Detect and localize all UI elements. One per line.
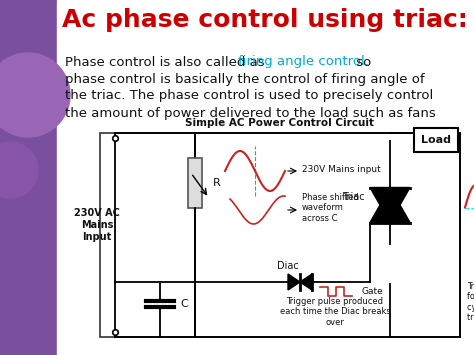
Circle shape [0,53,70,137]
Bar [188,158,202,208]
Text: Diac: Diac [277,261,299,271]
Text: Load: Load [421,135,451,145]
Text: C: C [180,299,188,309]
Text: firing angle control.: firing angle control. [238,55,369,69]
Text: 230V AC
Mains
Input: 230V AC Mains Input [74,208,120,242]
Polygon shape [300,274,312,290]
Text: phase control is basically the control of firing angle of: phase control is basically the control o… [65,72,425,86]
Text: Triac switched on
for only part of half
cycle by each Diac
trigger pulse: Triac switched on for only part of half … [467,282,474,322]
Bar [100,133,460,337]
Text: the triac. The phase control is used to precisely control: the triac. The phase control is used to … [65,89,433,103]
Polygon shape [370,187,410,223]
Polygon shape [370,187,410,223]
Text: Triac: Triac [342,192,365,202]
Text: R: R [213,178,221,188]
Text: Ac phase control using triac:: Ac phase control using triac: [62,8,468,32]
Text: 230V Mains input: 230V Mains input [302,164,381,174]
Text: Trigger pulse produced
each time the Diac breaks
over: Trigger pulse produced each time the Dia… [280,297,391,327]
Text: Simple AC Power Control Circuit: Simple AC Power Control Circuit [185,118,374,128]
Polygon shape [288,274,300,290]
Text: Phase shifted
waveform
across C: Phase shifted waveform across C [302,193,359,223]
Text: Gate: Gate [361,288,383,296]
FancyBboxPatch shape [414,128,458,152]
Bar [57,0,474,355]
Text: the amount of power delivered to the load such as fans: the amount of power delivered to the loa… [65,106,436,120]
Text: so: so [352,55,371,69]
Text: Phase control is also called as: Phase control is also called as [65,55,269,69]
Circle shape [0,142,38,198]
